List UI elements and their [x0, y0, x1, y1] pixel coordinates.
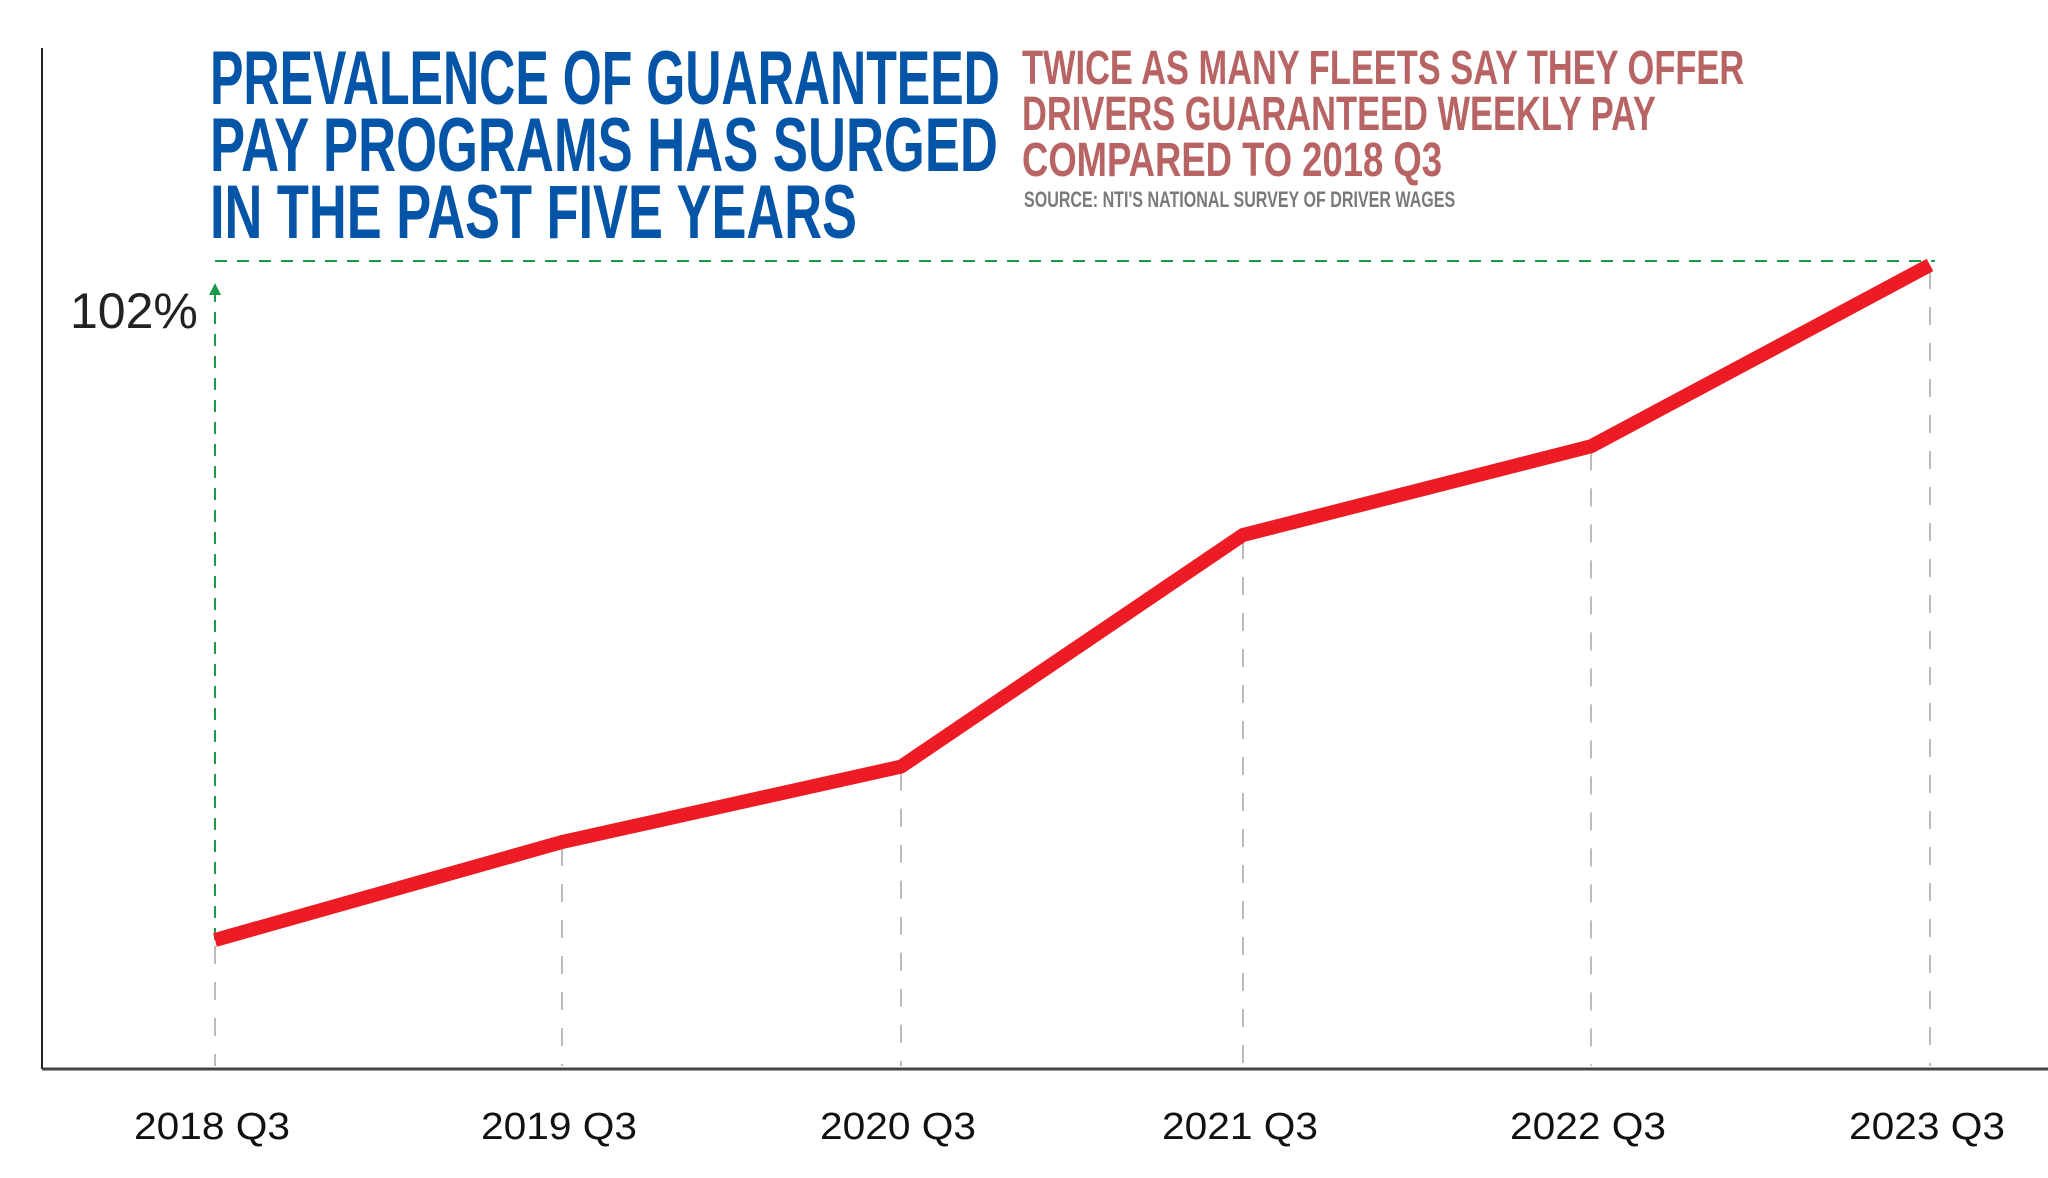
- title-line-1: PREVALENCE OF GUARANTEED: [210, 36, 1000, 121]
- subtitle-line-3: COMPARED TO 2018 Q3: [1022, 134, 1443, 187]
- series-line: [213, 258, 1934, 947]
- source-note: SOURCE: NTI'S NATIONAL SURVEY OF DRIVER …: [1024, 187, 1456, 212]
- subtitle-line-2: DRIVERS GUARANTEED WEEKLY PAY: [1022, 88, 1656, 141]
- growth-arrow-head: [209, 283, 221, 295]
- x-tick-label: 2018 Q3: [134, 1106, 290, 1148]
- x-tick-label: 2023 Q3: [1849, 1106, 2005, 1148]
- x-tick-label: 2020 Q3: [820, 1106, 976, 1148]
- title-line-2: PAY PROGRAMS HAS SURGED: [210, 103, 998, 188]
- x-tick-label: 2019 Q3: [481, 1106, 637, 1148]
- growth-annotation-label: 102%: [70, 283, 198, 339]
- subtitle-line-1: TWICE AS MANY FLEETS SAY THEY OFFER: [1022, 42, 1745, 95]
- x-tick-label: 2022 Q3: [1510, 1106, 1666, 1148]
- x-tick-label: 2021 Q3: [1162, 1106, 1318, 1148]
- title-line-3: IN THE PAST FIVE YEARS: [210, 170, 857, 255]
